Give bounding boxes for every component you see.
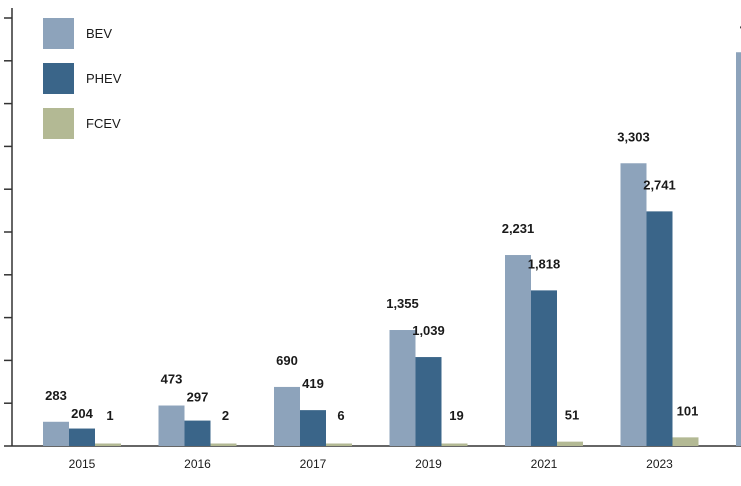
legend-label-bev: BEV [86,26,112,41]
value-label-bev-2016: 473 [161,372,183,387]
value-label-bev-last: 4,5 [740,18,741,33]
value-label-phev-2019: 1,039 [412,323,445,338]
value-label-bev-2019: 1,355 [386,296,419,311]
value-label-phev-2015: 204 [71,406,93,421]
legend-label-phev: PHEV [86,71,122,86]
value-labels: 283 204 1 473 297 2 690 419 6 1,355 1,039 19 2,231 1,… [45,18,741,423]
value-label-fcev-2016: 2 [222,408,229,423]
value-label-phev-2016: 297 [187,390,209,405]
value-label-bev-2017: 690 [276,353,298,368]
bar-phev-2019 [415,357,442,446]
legend: BEV PHEV FCEV [43,18,122,139]
value-label-phev-2017: 419 [302,376,324,391]
bar-fcev-2015 [95,443,121,446]
x-tick-label-2016: 2016 [184,457,211,471]
value-label-fcev-2021: 51 [565,408,579,423]
bar-phev-2015 [69,428,95,446]
value-label-fcev-2023: 101 [677,403,699,418]
value-label-fcev-2015: 1 [106,408,113,423]
value-label-fcev-2019: 19 [449,408,463,423]
value-label-phev-2023: 2,741 [643,177,676,192]
bar-bev-2021 [505,255,531,446]
bar-fcev-2016 [210,443,237,446]
value-label-bev-2015: 283 [45,388,67,403]
legend-swatch-phev [43,63,74,94]
value-label-fcev-2017: 6 [337,408,344,423]
legend-swatch-bev [43,18,74,49]
bar-fcev-2021 [557,441,583,446]
value-label-bev-2021: 2,231 [502,221,535,236]
bars [43,52,741,447]
x-tick-label-2015: 2015 [69,457,96,471]
bar-bev-2023 [620,163,647,447]
bar-bev-2019 [389,330,416,446]
x-tick-label-2019: 2019 [415,457,442,471]
bar-bev-2017 [274,386,300,446]
value-label-bev-2023: 3,303 [617,129,650,144]
bar-phev-2021 [531,290,557,446]
x-tick-label-2021: 2021 [531,457,558,471]
bar-bev-2015 [43,421,69,446]
x-tick-label-2023: 2023 [646,457,673,471]
bar-bev-last [736,52,741,447]
value-label-phev-2021: 1,818 [528,256,561,271]
bar-phev-2017 [300,410,326,446]
bar-fcev-2019 [441,443,468,446]
bar-fcev-2017 [326,443,352,446]
bar-fcev-2023 [672,437,699,446]
bar-phev-2016 [184,420,211,446]
axes [4,8,741,447]
bar-phev-2023 [646,211,673,446]
legend-swatch-fcev [43,108,74,139]
legend-label-fcev: FCEV [86,116,121,131]
x-tick-labels: 2015 2016 2017 2019 2021 2023 [69,457,674,471]
x-tick-label-2017: 2017 [300,457,327,471]
bar-bev-2016 [158,405,185,446]
